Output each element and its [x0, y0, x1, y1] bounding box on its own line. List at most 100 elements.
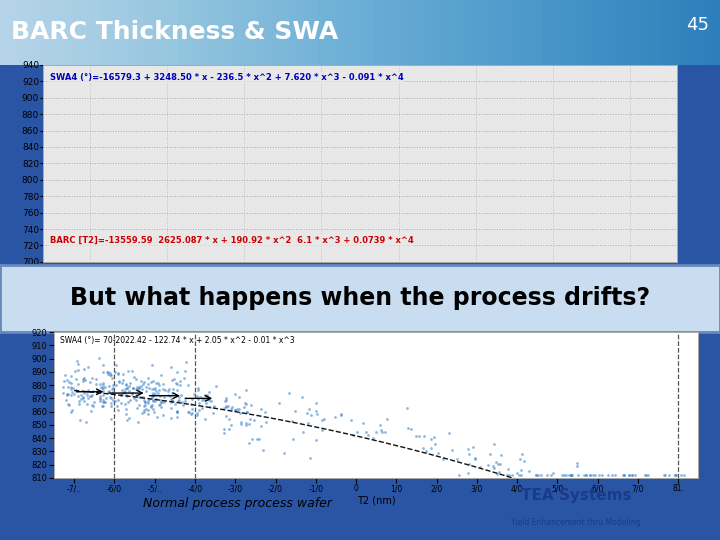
Point — [523, 467, 535, 476]
Point — [189, 389, 200, 398]
Point — [84, 392, 96, 400]
Point — [153, 381, 164, 389]
Point — [199, 415, 210, 423]
Point — [117, 386, 128, 394]
Point — [88, 398, 99, 407]
Point — [220, 403, 231, 411]
Point — [70, 375, 81, 383]
Point — [157, 380, 168, 388]
Point — [135, 382, 146, 390]
Point — [70, 387, 81, 395]
Text: But what happens when the process drifts?: But what happens when the process drifts… — [70, 286, 650, 310]
Point — [370, 428, 382, 436]
Point — [142, 374, 153, 383]
Point — [120, 404, 132, 413]
Point — [143, 379, 154, 388]
Point — [301, 408, 312, 417]
Point — [418, 432, 430, 441]
Point — [203, 396, 215, 404]
Point — [97, 398, 109, 407]
Point — [76, 391, 87, 400]
Point — [192, 384, 204, 393]
Point — [149, 384, 161, 393]
Point — [207, 409, 219, 418]
Point — [81, 400, 93, 409]
Point — [258, 446, 269, 454]
Point — [154, 392, 166, 401]
Point — [197, 396, 208, 405]
Point — [104, 387, 115, 395]
Point — [229, 405, 240, 414]
Point — [488, 463, 500, 472]
Point — [156, 403, 167, 411]
Point — [122, 416, 133, 424]
Point — [125, 379, 136, 388]
Point — [379, 428, 391, 436]
Point — [93, 354, 104, 362]
Point — [97, 361, 109, 369]
Point — [63, 400, 74, 408]
Point — [225, 404, 237, 413]
Point — [174, 376, 186, 385]
Point — [205, 396, 217, 405]
Point — [363, 431, 374, 440]
Point — [180, 357, 192, 366]
Point — [239, 402, 251, 411]
Point — [420, 447, 432, 455]
Point — [240, 386, 252, 395]
Point — [482, 461, 494, 470]
Point — [226, 403, 238, 411]
Point — [329, 413, 341, 421]
Point — [137, 380, 148, 388]
Point — [310, 407, 322, 416]
Point — [124, 382, 135, 390]
Point — [85, 392, 96, 401]
Point — [246, 401, 257, 409]
Point — [153, 389, 164, 397]
Point — [347, 431, 359, 440]
Point — [113, 368, 125, 377]
Point — [132, 418, 143, 427]
Point — [97, 402, 109, 410]
Point — [495, 460, 506, 469]
Point — [572, 471, 584, 480]
Point — [367, 434, 379, 442]
Point — [126, 388, 138, 397]
Point — [146, 385, 158, 394]
Point — [121, 384, 132, 393]
Point — [76, 394, 87, 403]
Point — [106, 374, 117, 382]
Point — [166, 396, 178, 404]
Point — [120, 381, 132, 389]
Point — [145, 402, 157, 410]
Point — [535, 471, 546, 480]
Point — [179, 367, 191, 375]
Point — [513, 470, 525, 479]
Point — [102, 369, 114, 378]
Point — [145, 377, 157, 386]
Point — [66, 379, 77, 388]
Point — [58, 383, 69, 391]
Point — [96, 395, 108, 404]
Point — [191, 392, 202, 400]
Point — [98, 398, 109, 407]
Point — [222, 402, 234, 411]
Point — [166, 376, 177, 384]
Point — [561, 471, 572, 480]
Point — [196, 403, 207, 412]
Point — [140, 397, 151, 406]
Point — [66, 385, 77, 394]
Point — [302, 419, 313, 428]
Point — [153, 400, 165, 409]
Point — [491, 470, 503, 479]
Point — [126, 367, 138, 375]
Point — [241, 408, 253, 416]
Point — [130, 385, 142, 394]
Point — [303, 405, 315, 414]
Point — [62, 390, 73, 399]
Point — [66, 390, 77, 399]
Point — [580, 471, 592, 480]
Point — [533, 471, 544, 480]
Point — [71, 356, 82, 365]
Point — [492, 460, 504, 468]
